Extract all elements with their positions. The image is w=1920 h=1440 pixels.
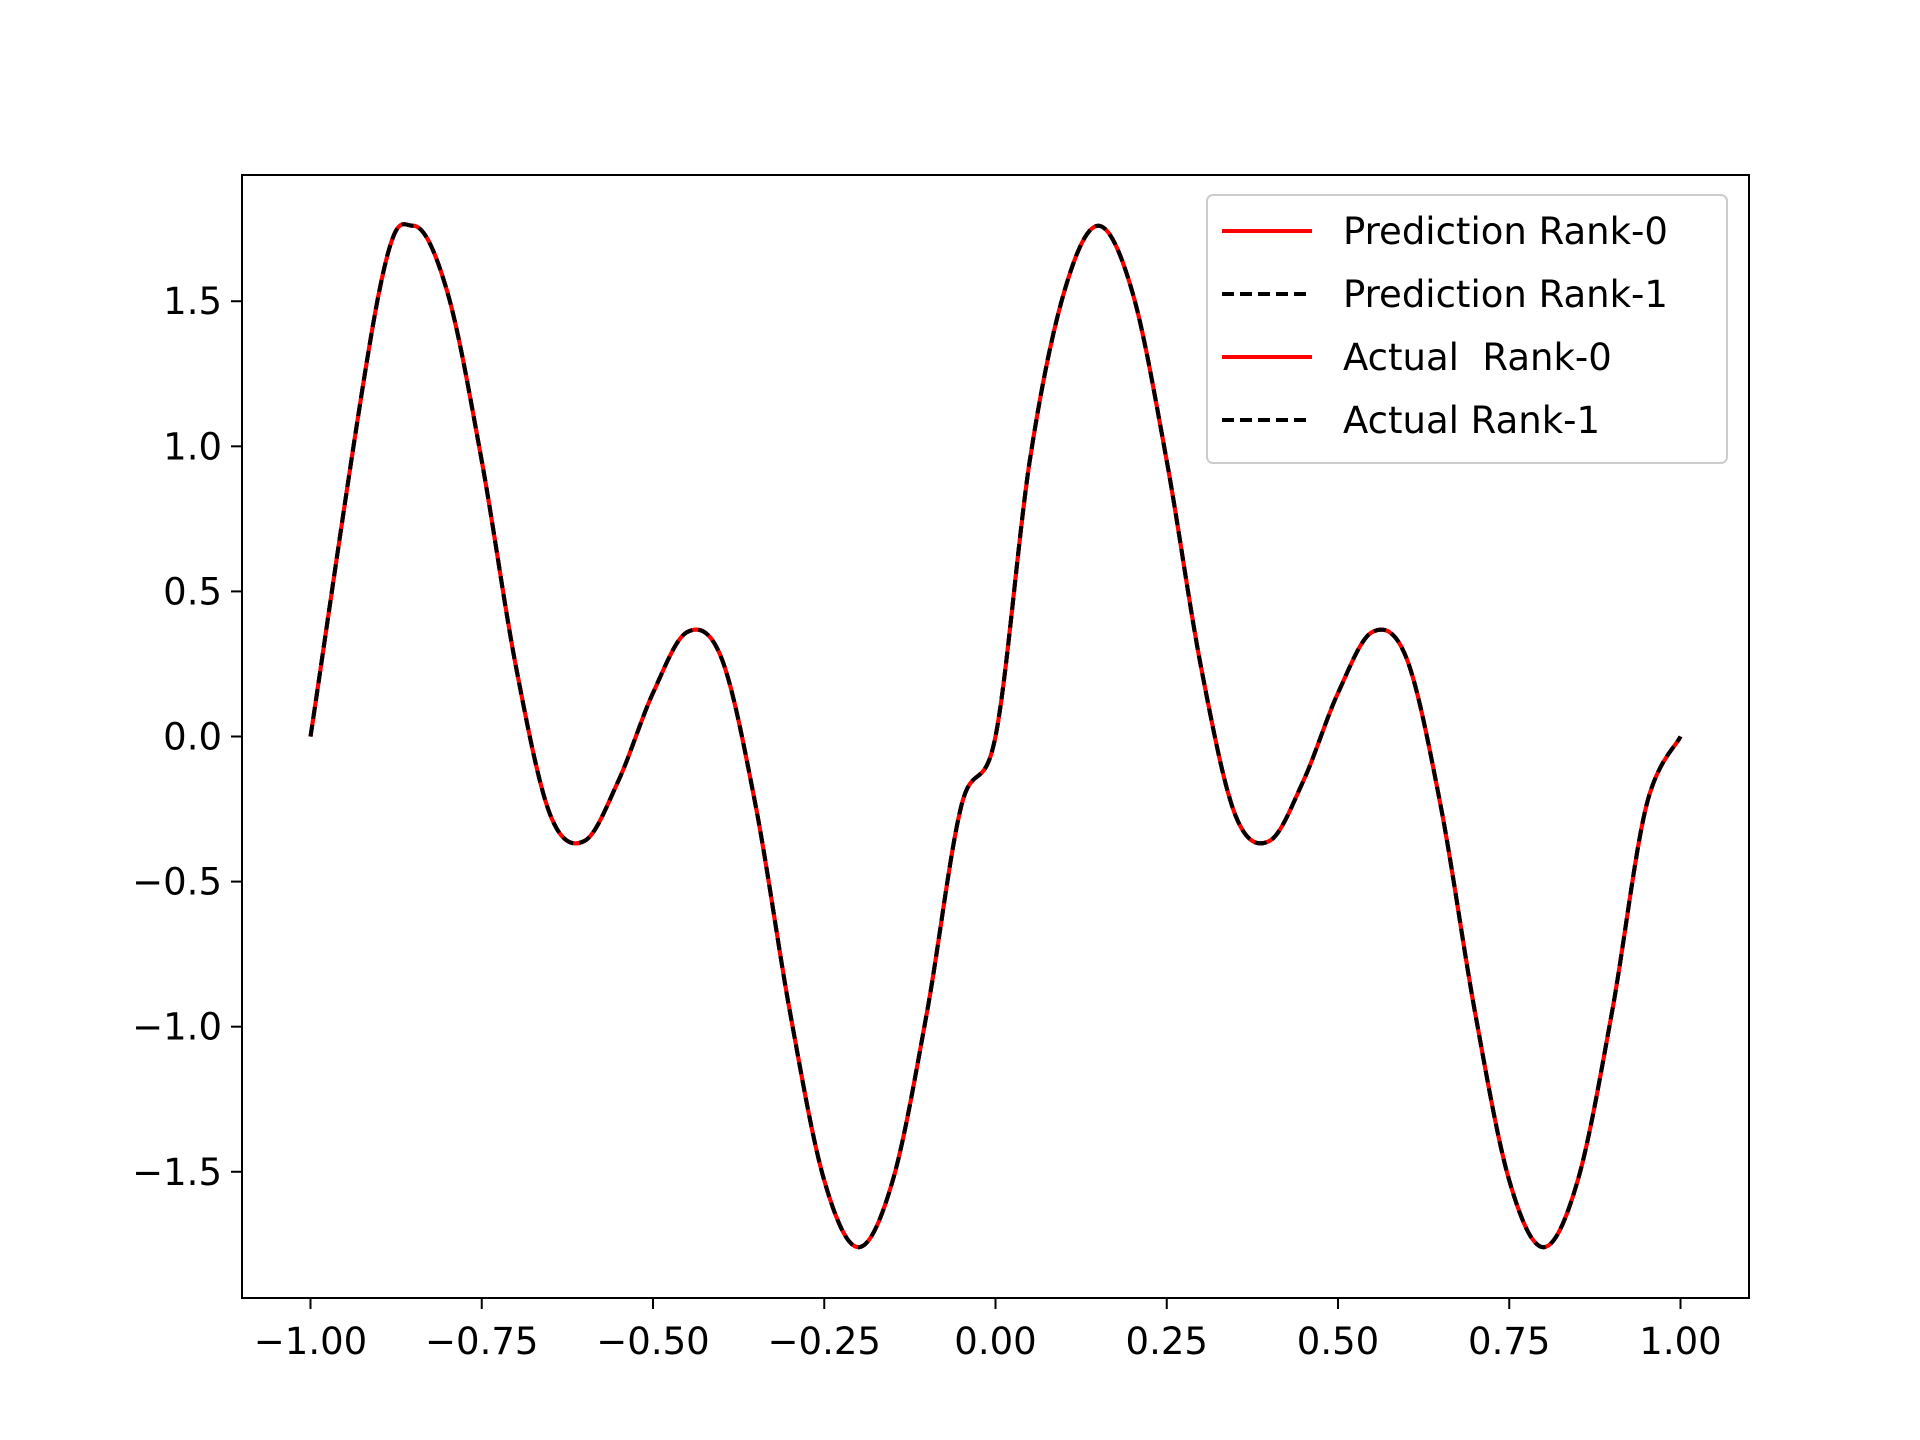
y-axis: −1.5 −1.0 −0.5 0.0 0.5 1.0 1.5 bbox=[132, 280, 242, 1194]
x-tick-label: −0.25 bbox=[768, 1320, 881, 1363]
legend-label-4: Actual Rank-1 bbox=[1343, 399, 1600, 442]
x-tick-label: −1.00 bbox=[254, 1320, 367, 1363]
x-tick-label: 0.50 bbox=[1297, 1320, 1379, 1363]
legend-label-2: Prediction Rank-1 bbox=[1343, 273, 1668, 316]
x-tick-label: 1.00 bbox=[1639, 1320, 1721, 1363]
x-axis: −1.00 −0.75 −0.50 −0.25 0.00 0.25 0.50 0.75 1.00 bbox=[254, 1298, 1722, 1363]
series-layer bbox=[308, 222, 1683, 1250]
x-tick-label: 0.25 bbox=[1126, 1320, 1208, 1363]
y-tick-label: 0.5 bbox=[163, 570, 222, 613]
x-tick-label: 0.75 bbox=[1468, 1320, 1550, 1363]
series-line-4 bbox=[308, 222, 1683, 1250]
x-tick-label: 0.00 bbox=[954, 1320, 1036, 1363]
x-tick-label: −0.75 bbox=[425, 1320, 538, 1363]
y-tick-label: −0.5 bbox=[132, 861, 222, 904]
legend-box bbox=[1206, 194, 1728, 464]
y-tick-label: −1.5 bbox=[132, 1151, 222, 1194]
legend-label-1: Prediction Rank-0 bbox=[1343, 210, 1668, 253]
y-tick-label: 0.0 bbox=[163, 716, 222, 759]
y-tick-label: −1.0 bbox=[132, 1006, 222, 1049]
legend-label-3: Actual Rank-0 bbox=[1343, 336, 1612, 379]
legend: Prediction Rank-0 Prediction Rank-1 Actual… bbox=[1206, 194, 1728, 464]
x-tick-label: −0.50 bbox=[596, 1320, 709, 1363]
y-tick-label: 1.0 bbox=[163, 425, 222, 468]
y-tick-label: 1.5 bbox=[163, 280, 222, 323]
